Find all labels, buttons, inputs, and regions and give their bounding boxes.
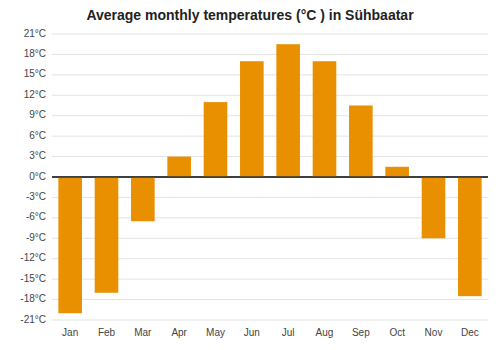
grid-line <box>52 95 488 96</box>
x-tick-label: Dec <box>461 327 479 338</box>
y-tick-label: -21°C <box>20 314 46 325</box>
y-tick-label: 3°C <box>29 150 46 161</box>
chart: -21°C -18°C -15°C -12°C -9°C -6°C -3°C 0°C 3°C 6°… <box>0 0 500 350</box>
x-tick-label: Jan <box>62 327 78 338</box>
x-tick-label: Sep <box>352 327 370 338</box>
grid-line <box>52 54 488 55</box>
bars <box>58 44 481 313</box>
x-tick-label: Feb <box>98 327 116 338</box>
y-tick-label: 21°C <box>24 28 46 39</box>
zero-line <box>52 176 488 178</box>
zero-line <box>52 176 488 178</box>
x-tick-label: Jun <box>244 327 260 338</box>
x-tick-label: Mar <box>134 327 152 338</box>
y-tick-label: -12°C <box>20 252 46 263</box>
grid-line <box>52 136 488 137</box>
x-tick-label: Apr <box>171 327 187 338</box>
bar <box>276 44 300 177</box>
y-tick-label: 0°C <box>29 171 46 182</box>
title: Average monthly temperatures (°C ) in Sü… <box>86 7 414 23</box>
y-tick-label: -18°C <box>20 293 46 304</box>
bar <box>385 167 409 177</box>
bar <box>131 177 155 221</box>
bar <box>422 177 446 238</box>
y-axis: -21°C -18°C -15°C -12°C -9°C -6°C -3°C 0°C 3°C 6°… <box>20 28 488 325</box>
bar <box>458 177 482 296</box>
y-tick-label: 15°C <box>24 68 46 79</box>
y-tick-label: 6°C <box>29 130 46 141</box>
y-tick-label: -6°C <box>26 211 46 222</box>
y-tick-label: 9°C <box>29 109 46 120</box>
bar <box>313 61 337 177</box>
x-tick-label: Oct <box>389 327 405 338</box>
y-tick-label: -3°C <box>26 191 46 202</box>
bar <box>240 61 264 177</box>
grid-line <box>52 320 488 321</box>
x-tick-label: Nov <box>425 327 443 338</box>
bar <box>167 157 191 177</box>
grid-line <box>52 115 488 116</box>
y-tick-label: -15°C <box>20 273 46 284</box>
bar <box>349 106 373 178</box>
grid-line <box>52 299 488 300</box>
x-axis: Jan Feb Mar Apr May Jun Jul Aug Sep Oct Nov Dec <box>62 327 479 338</box>
bar <box>204 102 228 177</box>
x-tick-label: May <box>206 327 225 338</box>
grid-line <box>52 74 488 75</box>
y-tick-label: 18°C <box>24 48 46 59</box>
x-tick-label: Aug <box>316 327 334 338</box>
y-tick-label: -9°C <box>26 232 46 243</box>
y-tick-label: 12°C <box>24 89 46 100</box>
x-tick-label: Jul <box>282 327 295 338</box>
bar <box>95 177 119 293</box>
bar <box>58 177 82 313</box>
grid-line <box>52 156 488 157</box>
grid-line <box>52 34 488 35</box>
